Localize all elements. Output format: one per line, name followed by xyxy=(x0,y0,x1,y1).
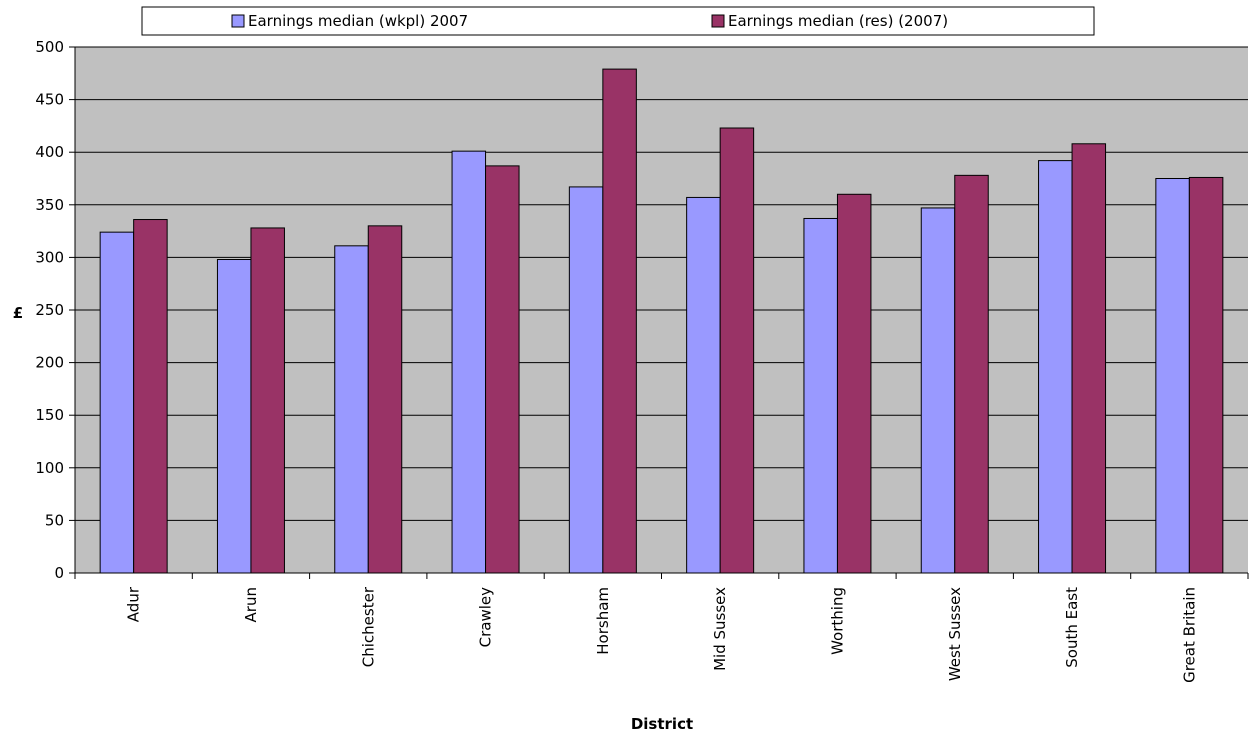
bar-wkpl xyxy=(568,186,604,574)
bar-wkpl xyxy=(686,196,721,574)
legend-label-res: Earnings median (res) (2007) xyxy=(728,12,948,30)
legend-swatch-res xyxy=(711,14,725,28)
bar-res xyxy=(602,68,637,574)
x-tick-label: Crawley xyxy=(477,587,495,647)
x-tick-label: Worthing xyxy=(828,587,846,655)
x-tick-label: Horsham xyxy=(594,587,612,655)
x-tick-label: West Sussex xyxy=(946,587,964,681)
y-tick-label: 250 xyxy=(35,301,64,319)
x-tick-label: Chichester xyxy=(359,586,377,667)
bars xyxy=(99,68,1224,574)
bar-res xyxy=(954,174,989,574)
bar-res xyxy=(1071,143,1107,574)
x-tick-labels: Adur Arun Chichester Crawley Horsham Mid Suss… xyxy=(125,586,1199,683)
y-tick-label: 50 xyxy=(45,511,64,529)
x-tick-label: Great Britain xyxy=(1180,587,1198,683)
x-tick-label: Arun xyxy=(242,587,260,622)
bar-res xyxy=(1188,176,1224,574)
y-tick-label: 450 xyxy=(35,91,64,109)
y-tick-labels: 0 50 100 150 200 250 300 350 400 450 500 xyxy=(35,38,64,582)
y-tick-label: 400 xyxy=(35,143,64,161)
x-tick-label: Mid Sussex xyxy=(711,587,729,671)
x-tick-label: Adur xyxy=(125,586,143,622)
x-tick-label: South East xyxy=(1063,587,1081,668)
bar-wkpl xyxy=(1155,178,1190,574)
legend-label-wkpl: Earnings median (wkpl) 2007 xyxy=(248,12,468,30)
legend-box xyxy=(141,6,1095,36)
bar-res xyxy=(133,219,168,574)
y-tick-label: 150 xyxy=(35,406,64,424)
y-tick-label: 500 xyxy=(35,38,64,56)
y-axis-label: £ xyxy=(13,304,23,322)
y-tick-label: 300 xyxy=(35,248,64,266)
legend-swatch-wkpl xyxy=(231,14,245,28)
y-tick-label: 200 xyxy=(35,354,64,372)
bar-wkpl xyxy=(216,259,252,574)
bar-wkpl xyxy=(334,245,369,574)
y-tick-label: 350 xyxy=(35,196,64,214)
y-tick-label: 0 xyxy=(54,564,64,582)
legend: Earnings median (wkpl) 2007 Earnings med… xyxy=(141,6,1095,36)
bar-wkpl xyxy=(99,231,135,574)
bar-res xyxy=(367,225,403,574)
bar-res xyxy=(250,227,285,574)
bar-wkpl xyxy=(803,217,838,574)
x-axis-label: District xyxy=(631,715,693,733)
bar-res xyxy=(836,193,872,574)
bar-wkpl xyxy=(920,207,956,574)
axes xyxy=(69,46,1249,579)
bar-wkpl xyxy=(1038,160,1073,574)
bar-res xyxy=(719,127,755,574)
bar-res xyxy=(485,165,520,574)
y-tick-label: 100 xyxy=(35,459,64,477)
bar-wkpl xyxy=(451,150,487,574)
